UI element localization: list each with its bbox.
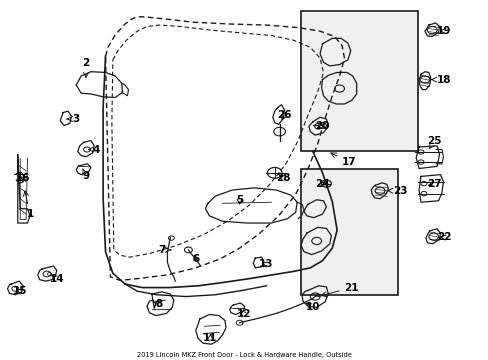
Text: 6: 6 xyxy=(192,254,199,264)
Text: 3: 3 xyxy=(67,114,80,124)
Text: 7: 7 xyxy=(158,245,171,255)
Bar xyxy=(300,12,417,151)
Bar xyxy=(300,169,397,295)
Text: 19: 19 xyxy=(436,26,451,36)
Text: 17: 17 xyxy=(330,153,356,167)
Text: 27: 27 xyxy=(427,179,441,189)
Text: 18: 18 xyxy=(430,75,451,85)
Text: 14: 14 xyxy=(49,274,64,284)
Text: 5: 5 xyxy=(236,195,243,205)
Text: 16: 16 xyxy=(15,173,30,183)
Text: 23: 23 xyxy=(387,186,407,196)
Text: 9: 9 xyxy=(82,168,89,181)
Text: 2: 2 xyxy=(82,58,89,77)
Text: 21: 21 xyxy=(321,283,358,297)
Text: 20: 20 xyxy=(315,121,329,131)
Text: 10: 10 xyxy=(305,302,319,312)
Text: 1: 1 xyxy=(23,191,34,219)
Text: 2019 Lincoln MKZ Front Door - Lock & Hardware Handle, Outside: 2019 Lincoln MKZ Front Door - Lock & Har… xyxy=(137,352,351,358)
Text: 4: 4 xyxy=(88,144,99,154)
Text: 24: 24 xyxy=(315,179,329,189)
Text: 26: 26 xyxy=(277,111,291,121)
Text: 12: 12 xyxy=(237,310,251,319)
Text: 13: 13 xyxy=(259,259,273,269)
Text: 22: 22 xyxy=(436,232,451,242)
Text: 11: 11 xyxy=(203,333,217,343)
Text: 28: 28 xyxy=(276,173,290,183)
Text: 25: 25 xyxy=(427,136,441,149)
Text: 15: 15 xyxy=(13,286,27,296)
Text: 8: 8 xyxy=(155,299,163,309)
